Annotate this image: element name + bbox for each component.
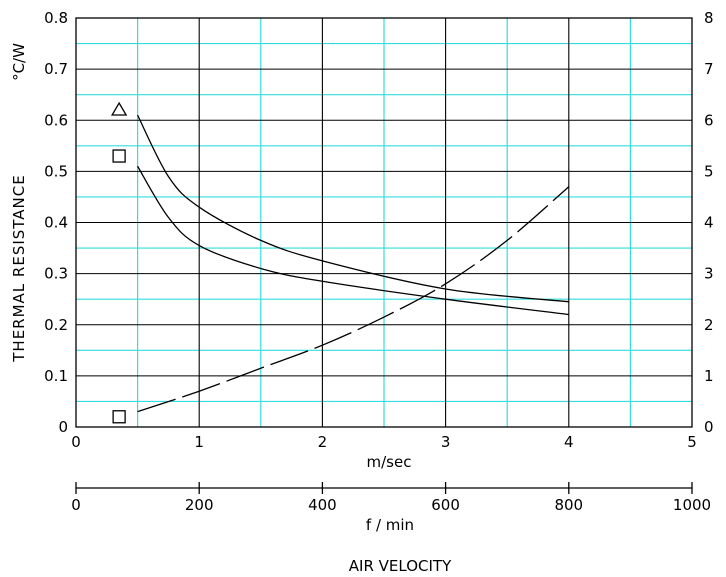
y-tick-label-right: 2	[704, 316, 714, 334]
y-tick-label-right: 0	[704, 418, 714, 436]
y-tick-label-left: 0.5	[44, 162, 68, 180]
secondary-x-axis: 0 200 400 600 800 1000	[71, 482, 711, 514]
series-curve-1	[137, 114, 569, 303]
secondary-x-tick-label: 200	[185, 496, 214, 514]
secondary-x-tick-label: 400	[308, 496, 337, 514]
series-layer	[137, 114, 570, 413]
series-marker-square-3	[112, 410, 126, 424]
y-axis-label: THERMAL RESISTANCE	[10, 174, 28, 362]
y-tick-label-left: 0.6	[44, 111, 68, 129]
y-tick-label-left: 0.1	[44, 367, 68, 385]
y-tick-label-right: 1	[704, 367, 714, 385]
y-tick-label-right: 7	[704, 60, 714, 78]
secondary-x-tick-label: 0	[71, 496, 81, 514]
y-tick-label-right: 4	[704, 214, 714, 232]
series-curve-3	[137, 186, 570, 413]
x-tick-label: 3	[441, 433, 451, 451]
major-grid	[76, 18, 692, 427]
y-tick-label-left: 0.4	[44, 214, 68, 232]
y-tick-label-left: 0.3	[44, 265, 68, 283]
series-marker-square-2	[112, 149, 126, 163]
x-axis-label-secondary: f / min	[366, 516, 414, 534]
y-tick-label-right: 5	[704, 162, 714, 180]
y-tick-label-left: 0.2	[44, 316, 68, 334]
marker-layer	[110, 101, 128, 424]
x-tick-label: 4	[564, 433, 574, 451]
y-tick-label-left: 0.7	[44, 60, 68, 78]
x-tick-label: 2	[318, 433, 328, 451]
y-tick-labels-left: 0 0.1 0.2 0.3 0.4 0.5 0.6 0.7 0.8	[44, 9, 68, 436]
secondary-x-tick-label: 1000	[673, 496, 711, 514]
series-curve-2	[137, 165, 569, 316]
x-tick-label: 5	[687, 433, 697, 451]
secondary-x-tick-label: 600	[431, 496, 460, 514]
y-tick-label-left: 0	[58, 418, 68, 436]
series-marker-triangle-1	[110, 101, 128, 116]
x-tick-labels: 0 1 2 3 4 5	[71, 433, 697, 451]
plot-frame	[75, 17, 693, 428]
y-tick-label-right: 3	[704, 265, 714, 283]
y-tick-label-right: 8	[704, 9, 714, 27]
secondary-x-tick-label: 800	[554, 496, 583, 514]
y-tick-label-left: 0.8	[44, 9, 68, 27]
y-unit-label: °C/W	[10, 43, 28, 81]
x-tick-label: 0	[71, 433, 81, 451]
x-axis-footer-label: AIR VELOCITY	[349, 557, 452, 575]
y-tick-labels-right: 0 1 2 3 4 5 6 7 8	[704, 9, 714, 436]
x-tick-label: 1	[194, 433, 204, 451]
y-tick-label-right: 6	[704, 111, 714, 129]
x-axis-label-primary: m/sec	[367, 453, 412, 471]
